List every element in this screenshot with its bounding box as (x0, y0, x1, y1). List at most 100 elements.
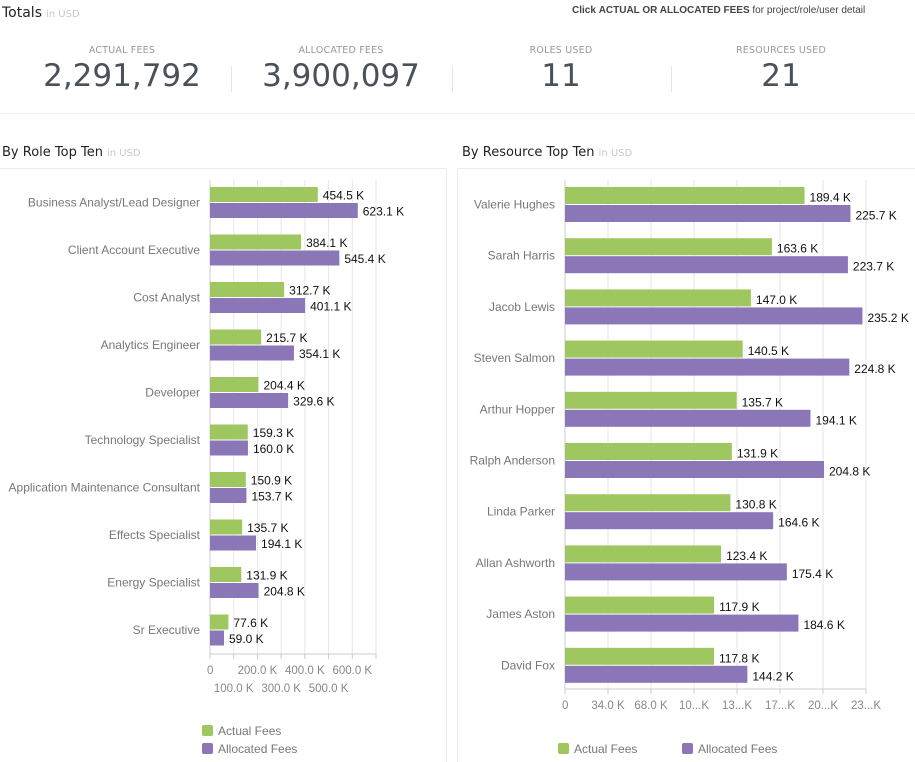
bar-allocated-fees[interactable] (565, 665, 748, 683)
bar-value-label: 215.7 K (266, 331, 307, 345)
bar-value-label: 204.4 K (263, 379, 304, 393)
bar-actual-fees[interactable] (565, 545, 722, 563)
section-divider (0, 113, 915, 114)
kpi-actual-fees[interactable]: ACTUAL FEES 2,291,792 (12, 40, 232, 94)
legend-swatch-allocated[interactable] (682, 743, 693, 754)
totals-unit: in USD (46, 9, 80, 20)
bar-actual-fees[interactable] (565, 391, 737, 409)
bar-allocated-fees[interactable] (565, 256, 848, 274)
bar-actual-fees[interactable] (565, 494, 731, 512)
bar-allocated-fees[interactable] (210, 345, 294, 361)
bar-allocated-fees[interactable] (210, 440, 248, 456)
bar-allocated-fees[interactable] (565, 358, 850, 376)
bar-value-label: 175.4 K (792, 567, 833, 581)
bar-allocated-fees[interactable] (210, 203, 358, 218)
legend-swatch-allocated[interactable] (202, 743, 213, 754)
bar-actual-fees[interactable] (565, 238, 772, 256)
legend-label-allocated[interactable]: Allocated Fees (218, 742, 297, 756)
category-label: Energy Specialist (107, 576, 200, 590)
bar-value-label: 225.7 K (855, 209, 896, 223)
x-tick-label: 0 (207, 665, 213, 677)
bar-allocated-fees[interactable] (565, 205, 851, 222)
resource-panel-title-text: By Resource Top Ten (462, 145, 595, 160)
bar-value-label: 312.7 K (289, 284, 330, 298)
x-tick-label: 400.0 K (285, 665, 325, 677)
bar-value-label: 131.9 K (246, 569, 287, 583)
kpi-resources-used: RESOURCES USED 21 (671, 40, 891, 94)
bar-actual-fees[interactable] (210, 282, 285, 297)
bar-value-label: 204.8 K (829, 465, 870, 479)
x-tick-label: 100.0 K (214, 683, 254, 695)
bar-actual-fees[interactable] (210, 472, 246, 487)
hint-bold: ACTUAL OR ALLOCATED FEES (598, 5, 750, 16)
bar-allocated-fees[interactable] (565, 409, 811, 427)
bar-actual-fees[interactable] (565, 187, 805, 204)
role-panel-title: By Role Top Ten in USD (2, 145, 141, 160)
kpi-value[interactable]: 3,900,097 (262, 58, 420, 94)
bar-value-label: 454.5 K (323, 189, 364, 203)
bar-allocated-fees[interactable] (565, 461, 825, 478)
bar-value-label: 204.8 K (264, 585, 305, 599)
category-label: Arthur Hopper (480, 402, 555, 416)
bar-allocated-fees[interactable] (565, 563, 787, 581)
category-label: Technology Specialist (85, 433, 201, 447)
bar-actual-fees[interactable] (565, 443, 732, 460)
bar-actual-fees[interactable] (565, 340, 743, 358)
hint-suffix: for project/role/user detail (752, 5, 866, 16)
bar-value-label: 117.9 K (719, 600, 759, 614)
kpi-value[interactable]: 2,291,792 (43, 58, 201, 94)
bar-actual-fees[interactable] (565, 596, 715, 614)
legend-label-actual[interactable]: Actual Fees (218, 724, 281, 738)
bar-value-label: 144.2 K (752, 669, 793, 683)
bar-actual-fees[interactable] (210, 614, 229, 630)
bar-value-label: 117.8 K (719, 651, 759, 665)
bar-actual-fees[interactable] (210, 567, 242, 582)
bar-allocated-fees[interactable] (210, 393, 289, 408)
totals-title-text: Totals (2, 5, 42, 21)
x-tick-label: 68.0 K (634, 700, 668, 712)
bar-allocated-fees[interactable] (210, 630, 224, 646)
bar-actual-fees[interactable] (565, 647, 714, 665)
bar-value-label: 354.1 K (299, 347, 340, 361)
bar-allocated-fees[interactable] (565, 614, 799, 632)
category-label: Sarah Harris (488, 249, 555, 263)
bar-allocated-fees[interactable] (210, 488, 247, 503)
kpi-allocated-fees[interactable]: ALLOCATED FEES 3,900,097 (231, 40, 451, 94)
bar-value-label: 59.0 K (229, 632, 264, 646)
bar-actual-fees[interactable] (565, 289, 751, 307)
bar-value-label: 384.1 K (306, 236, 347, 250)
bar-actual-fees[interactable] (210, 377, 259, 392)
bar-actual-fees[interactable] (210, 519, 243, 535)
x-tick-label: 600.0 K (332, 665, 372, 677)
legend-label-actual[interactable]: Actual Fees (574, 742, 637, 756)
bar-value-label: 159.3 K (253, 426, 294, 440)
kpi-label: ALLOCATED FEES (298, 45, 384, 56)
kpi-divider (671, 66, 672, 92)
bar-allocated-fees[interactable] (565, 307, 863, 325)
resource-panel-box (457, 168, 915, 762)
bar-allocated-fees[interactable] (210, 298, 306, 313)
bar-actual-fees[interactable] (210, 187, 318, 202)
bar-allocated-fees[interactable] (565, 512, 774, 530)
bar-value-label: 77.6 K (233, 616, 268, 630)
resource-chart: 0 34.0 K 68.0 K 10...K 13...K 17...K 20...K 23.… (470, 180, 909, 756)
bar-allocated-fees[interactable] (210, 535, 257, 551)
bar-actual-fees[interactable] (210, 329, 262, 345)
category-label: Allan Ashworth (476, 556, 555, 570)
kpi-label: RESOURCES USED (736, 45, 826, 56)
legend-label-allocated[interactable]: Allocated Fees (698, 742, 777, 756)
bar-allocated-fees[interactable] (210, 583, 259, 598)
x-tick-label: 10...K (679, 700, 709, 712)
legend-swatch-actual[interactable] (202, 725, 213, 736)
category-label: Valerie Hughes (474, 198, 555, 212)
bar-actual-fees[interactable] (210, 234, 302, 250)
category-label: Application Maintenance Consultant (9, 481, 201, 495)
category-label: Steven Salmon (474, 351, 555, 365)
legend-swatch-actual[interactable] (558, 743, 569, 754)
bar-allocated-fees[interactable] (210, 250, 340, 266)
category-label: Business Analyst/Lead Designer (28, 196, 200, 210)
bar-value-label: 147.0 K (756, 293, 797, 307)
bar-actual-fees[interactable] (210, 424, 248, 440)
category-label: Effects Specialist (109, 528, 201, 542)
